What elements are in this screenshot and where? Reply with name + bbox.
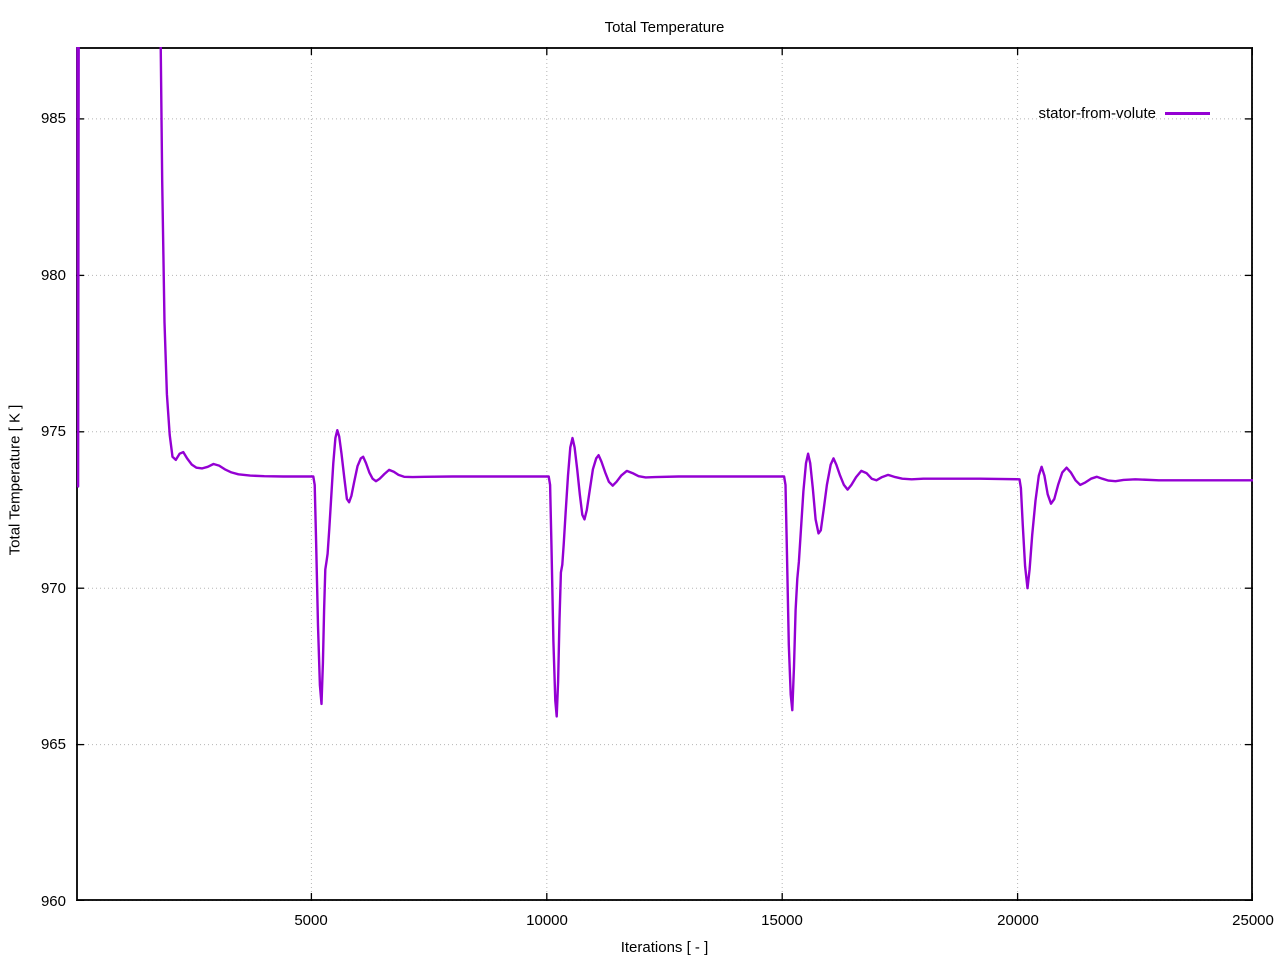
series-line bbox=[76, 47, 1253, 718]
x-tick-label: 20000 bbox=[997, 912, 1039, 929]
chart-title: Total Temperature bbox=[604, 19, 725, 36]
x-tick-label: 15000 bbox=[761, 912, 803, 929]
x-axis-label: Iterations [ - ] bbox=[620, 939, 709, 956]
y-tick-label: 965 bbox=[40, 736, 66, 753]
y-tick-label: 980 bbox=[40, 267, 66, 284]
y-tick-label: 975 bbox=[40, 423, 66, 440]
y-tick-label: 985 bbox=[40, 110, 66, 127]
y-tick-label: 960 bbox=[40, 893, 66, 910]
legend-series-label: stator-from-volute bbox=[1038, 105, 1156, 122]
y-tick-label: 970 bbox=[40, 580, 66, 597]
x-tick-label: 5000 bbox=[294, 912, 328, 929]
legend-line-sample-icon bbox=[1165, 112, 1210, 115]
legend: stator-from-volute bbox=[1038, 104, 1210, 123]
x-tick-label: 25000 bbox=[1232, 912, 1274, 929]
x-tick-label: 10000 bbox=[526, 912, 568, 929]
plot-canvas bbox=[76, 47, 1253, 901]
plot-area: stator-from-volute bbox=[76, 47, 1253, 901]
